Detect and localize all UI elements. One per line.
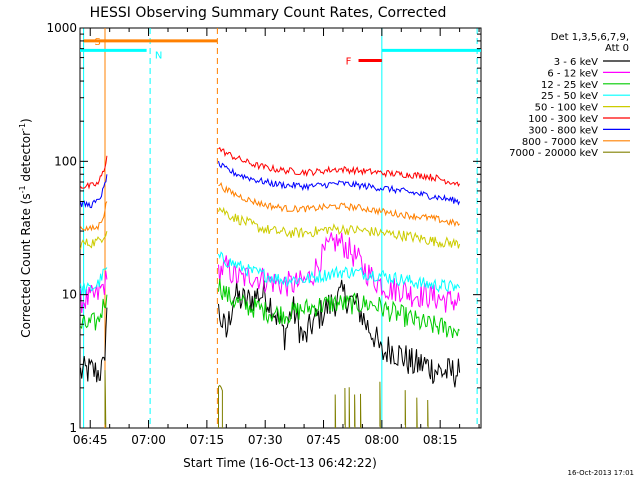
y-axis-label-a: Corrected Count Rate (s bbox=[19, 193, 33, 337]
series-line bbox=[80, 270, 108, 314]
series-line bbox=[80, 201, 108, 232]
legend-header: Att 0 bbox=[605, 43, 629, 54]
series-line bbox=[80, 230, 108, 250]
series-line bbox=[218, 278, 460, 338]
timestamp: 16-Oct-2013 17:01 bbox=[568, 469, 634, 477]
series-line bbox=[80, 307, 108, 383]
x-tick-label: 07:00 bbox=[131, 433, 166, 447]
y-tick-label: 1000 bbox=[46, 21, 77, 35]
series-line bbox=[218, 384, 223, 428]
y-axis-label-exp1: -1 bbox=[18, 185, 27, 193]
x-tick-label: 07:15 bbox=[190, 433, 225, 447]
plot-frame bbox=[79, 27, 482, 429]
x-tick-label: 08:15 bbox=[423, 433, 458, 447]
series-line bbox=[218, 146, 461, 188]
series-line bbox=[218, 232, 461, 313]
legend-entry-label: 7000 - 20000 keV bbox=[509, 148, 598, 159]
series-group bbox=[80, 146, 461, 429]
legend-header: Det 1,3,5,6,7,9, bbox=[551, 32, 629, 43]
x-tick-label: 06:45 bbox=[73, 433, 108, 447]
y-axis-label-exp2: -1 bbox=[18, 123, 27, 131]
series-line bbox=[80, 155, 108, 190]
chart-title: HESSI Observing Summary Count Rates, Cor… bbox=[90, 5, 447, 21]
series-line bbox=[104, 370, 107, 429]
series-line bbox=[218, 160, 461, 206]
x-ticks: 06:45 07:00 07:15 07:30 07:45 08:00 08:15 bbox=[73, 28, 480, 447]
series-line bbox=[218, 251, 461, 293]
legend-entry-label: 3 - 6 keV bbox=[554, 57, 598, 68]
x-tick-label: 07:45 bbox=[306, 433, 341, 447]
legend-entry-label: 12 - 25 keV bbox=[541, 80, 598, 91]
legend-entry-label: 800 - 7000 keV bbox=[522, 137, 598, 148]
x-tick-label: 08:00 bbox=[365, 433, 400, 447]
y-tick-label: 100 bbox=[54, 154, 77, 168]
x-axis-label: Start Time (16-Oct-13 06:42:22) bbox=[183, 456, 377, 470]
y-axis-label-b: detector bbox=[19, 131, 33, 186]
legend-entry-label: 6 - 12 keV bbox=[547, 68, 598, 79]
flag-label: S bbox=[94, 37, 100, 48]
series-line bbox=[80, 294, 108, 331]
series-line bbox=[80, 267, 108, 296]
legend-entry-label: 100 - 300 keV bbox=[528, 114, 598, 125]
legend-entry-label: 50 - 100 keV bbox=[535, 103, 599, 114]
series-line bbox=[80, 174, 108, 209]
y-axis-label: Corrected Count Rate (s-1 detector-1) bbox=[18, 118, 33, 337]
series-line bbox=[218, 279, 461, 388]
plot-area: S N F 1 10 100 1000 06:45 07:00 07:15 07:30 07:45… bbox=[46, 21, 482, 447]
flag-label: F bbox=[346, 57, 352, 68]
y-tick-label: 1 bbox=[69, 421, 77, 435]
y-tick-label: 10 bbox=[62, 288, 77, 302]
legend-entry-label: 300 - 800 keV bbox=[528, 125, 598, 136]
series-line bbox=[218, 182, 460, 228]
flag-label: N bbox=[155, 50, 162, 61]
flag-bars: S N F bbox=[80, 37, 481, 68]
legend-entry-label: 25 - 50 keV bbox=[541, 91, 598, 102]
x-tick-label: 07:30 bbox=[248, 433, 283, 447]
y-axis-label-c: ) bbox=[19, 118, 33, 123]
series-line bbox=[218, 206, 461, 249]
y-ticks: 1 10 100 1000 bbox=[46, 21, 481, 435]
